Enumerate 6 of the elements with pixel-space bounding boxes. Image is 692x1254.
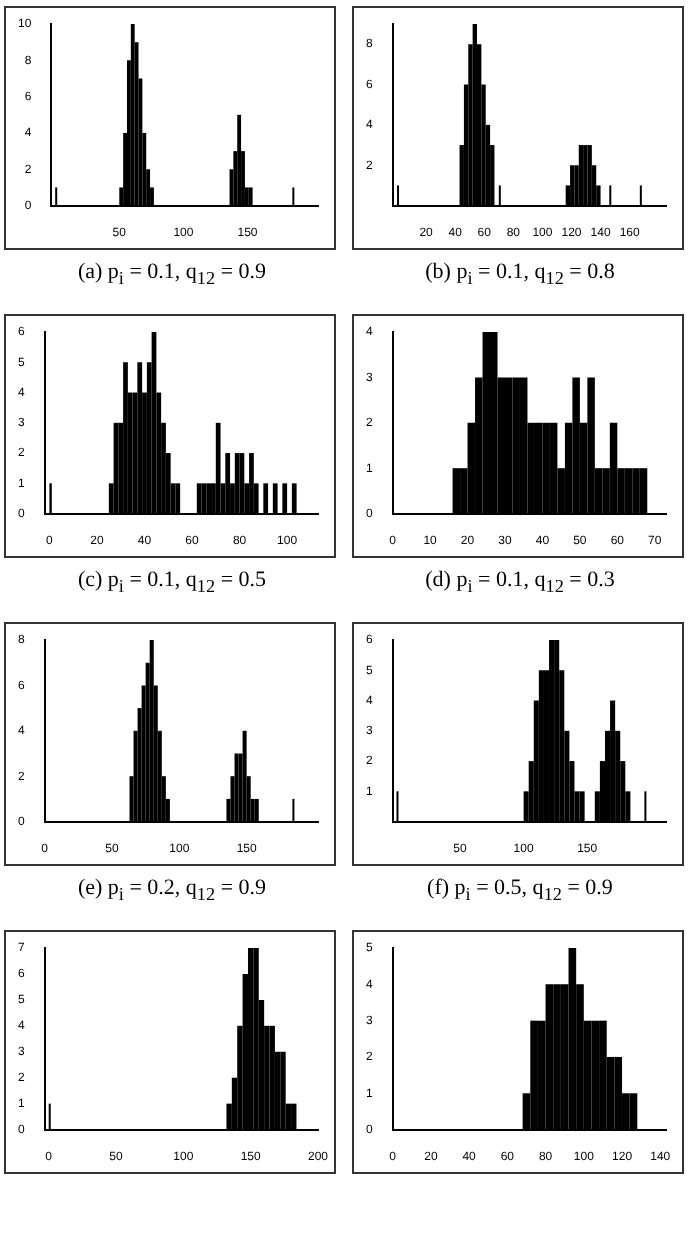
- text: (a) p$_{i}$ = 0.1, q$_{12}$ = 0.9: [75, 258, 269, 293]
- text: (d) p$_{i}$ = 0.1, q$_{12}$ = 0.3: [423, 566, 617, 601]
- text: (c) p$_{i}$ = 0.1, q$_{12}$ = 0.5: [75, 566, 269, 601]
- text: (e) p$_{i}$ = 0.2, q$_{12}$ = 0.9: [75, 874, 269, 909]
- text: (f) p$_{i}$ = 0.5, q$_{12}$ = 0.9: [425, 874, 615, 909]
- text: (b) p$_{i}$ = 0.1, q$_{12}$ = 0.8: [423, 258, 617, 293]
